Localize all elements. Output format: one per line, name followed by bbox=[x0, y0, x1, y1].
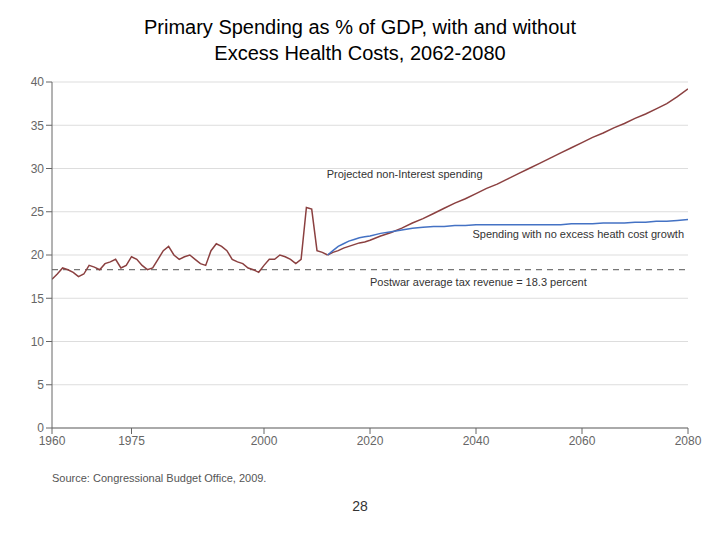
svg-text:20: 20 bbox=[31, 248, 45, 262]
svg-text:2020: 2020 bbox=[357, 434, 384, 448]
svg-text:Postwar average tax revenue =: Postwar average tax revenue = 18.3 perce… bbox=[370, 276, 587, 288]
svg-text:2080: 2080 bbox=[675, 434, 702, 448]
svg-text:0: 0 bbox=[37, 421, 44, 435]
svg-text:Projected non-Interest spendin: Projected non-Interest spending bbox=[327, 168, 483, 180]
svg-text:2060: 2060 bbox=[569, 434, 596, 448]
svg-text:1975: 1975 bbox=[118, 434, 145, 448]
svg-text:40: 40 bbox=[31, 75, 45, 89]
svg-text:5: 5 bbox=[37, 378, 44, 392]
svg-text:35: 35 bbox=[31, 119, 45, 133]
html-text:Primary Spending as % of GDP,: Primary Spending as % of GDP, with and w… bbox=[144, 16, 576, 38]
html-text:28: 28 bbox=[352, 498, 368, 514]
svg-text:2040: 2040 bbox=[463, 434, 490, 448]
svg-text:Spending with no excess heath: Spending with no excess heath cost growt… bbox=[472, 228, 684, 240]
svg-text:30: 30 bbox=[31, 162, 45, 176]
html-text:Excess Health Costs, 2062-2080: Excess Health Costs, 2062-2080 bbox=[214, 42, 506, 64]
svg-text:2000: 2000 bbox=[251, 434, 278, 448]
svg-text:15: 15 bbox=[31, 292, 45, 306]
svg-text:25: 25 bbox=[31, 205, 45, 219]
svg-text:10: 10 bbox=[31, 335, 45, 349]
html-text:Source: Congressional Budget O: Source: Congressional Budget Office, 200… bbox=[52, 472, 267, 484]
svg-text:1960: 1960 bbox=[39, 434, 66, 448]
